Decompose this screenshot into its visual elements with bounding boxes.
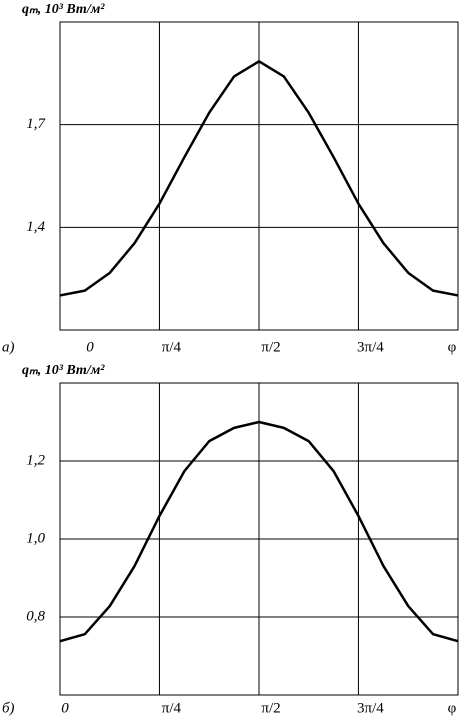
x-tick-label: π/4 bbox=[162, 339, 182, 355]
y-axis-label: qₘ, 10³ Вт/м² bbox=[22, 363, 105, 378]
x-axis-label: φ bbox=[448, 700, 457, 716]
x-axis-label: φ bbox=[448, 339, 457, 355]
x-tick-label: π/2 bbox=[261, 700, 280, 716]
y-tick-label: 1,4 bbox=[26, 219, 45, 235]
y-tick-label: 1,2 bbox=[26, 452, 45, 468]
x-tick-label: 0 bbox=[61, 700, 69, 716]
x-tick-label: 0 bbox=[86, 339, 94, 355]
y-axis-label: qₘ, 10³ Вт/м² bbox=[22, 2, 105, 17]
y-tick-label: 0,8 bbox=[26, 608, 45, 624]
y-tick-label: 1,0 bbox=[26, 530, 45, 546]
x-tick-label: π/2 bbox=[261, 339, 280, 355]
x-tick-label: π/4 bbox=[162, 700, 182, 716]
panel-label: а) bbox=[2, 339, 15, 355]
panel-label: б) bbox=[2, 700, 15, 716]
curve bbox=[59, 60, 459, 297]
curve bbox=[59, 420, 459, 643]
x-tick-label: 3π/4 bbox=[357, 700, 384, 716]
x-tick-label: 3π/4 bbox=[357, 339, 384, 355]
y-tick-label: 1,7 bbox=[26, 116, 46, 132]
